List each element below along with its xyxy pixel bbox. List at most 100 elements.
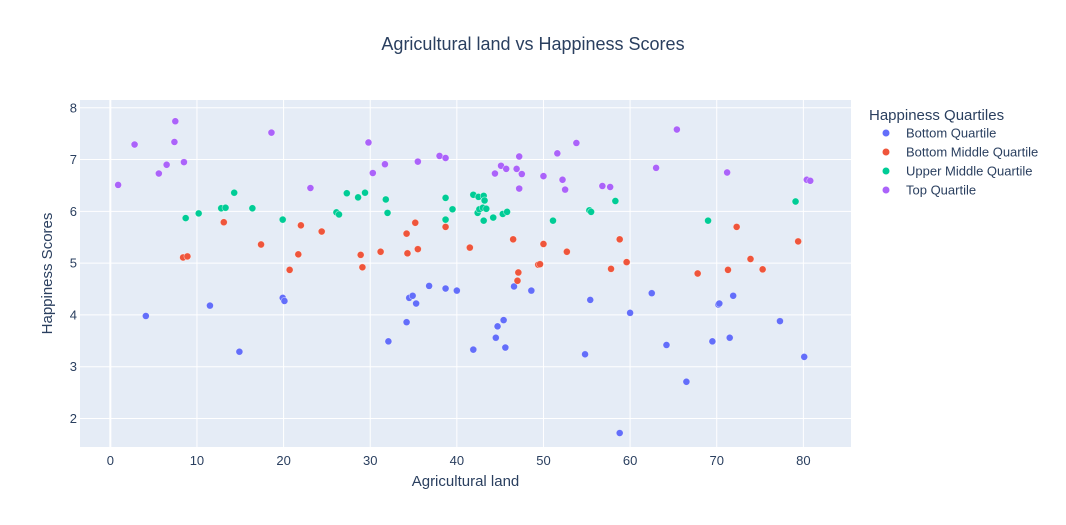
data-point: [317, 227, 326, 236]
data-point: [294, 250, 303, 259]
data-point: [514, 268, 523, 277]
data-point: [581, 350, 589, 359]
data-point: [142, 312, 150, 320]
data-point: [492, 333, 500, 342]
data-point: [453, 286, 461, 295]
data-point: [480, 196, 489, 205]
y-tick-label: 4: [70, 307, 77, 322]
data-point: [606, 183, 614, 191]
series-3: [181, 188, 800, 225]
y-tick-label: 2: [70, 411, 77, 426]
data-point: [343, 189, 351, 198]
data-point: [586, 296, 595, 304]
data-point: [723, 168, 731, 177]
data-point: [441, 223, 450, 231]
data-point: [206, 301, 214, 310]
chart-title: Agricultural land vs Happiness Scores: [381, 34, 684, 54]
series-4: [114, 117, 815, 194]
data-point: [513, 276, 522, 285]
data-point: [558, 175, 567, 184]
data-point: [220, 218, 228, 227]
y-axis-title: Happiness Scores: [39, 213, 56, 335]
data-point: [356, 251, 365, 259]
data-point: [615, 429, 624, 437]
data-point: [306, 184, 315, 192]
data-point: [382, 195, 390, 204]
data-point: [479, 216, 488, 225]
data-point: [180, 158, 188, 166]
data-point: [381, 160, 389, 169]
data-point: [466, 243, 474, 252]
data-point: [235, 347, 244, 356]
data-point: [622, 258, 631, 266]
legend-marker: [882, 148, 890, 156]
data-point: [715, 299, 724, 308]
x-tick-label: 70: [709, 453, 723, 468]
data-point: [510, 282, 518, 291]
data-point: [267, 128, 276, 137]
data-point: [607, 265, 615, 273]
y-tick-label: 7: [70, 152, 77, 167]
data-point: [402, 229, 411, 238]
data-point: [746, 255, 755, 263]
data-point: [725, 333, 734, 342]
x-axis-title: Agricultural land: [412, 473, 520, 490]
data-point: [402, 318, 411, 326]
data-point: [469, 345, 478, 354]
data-point: [181, 214, 190, 222]
data-point: [527, 286, 536, 295]
data-point: [673, 125, 681, 134]
legend-label: Bottom Middle Quartile: [906, 145, 1038, 160]
data-point: [791, 197, 800, 206]
data-point: [230, 188, 238, 197]
legend-title: Happiness Quartiles: [869, 107, 1004, 124]
data-point: [647, 289, 656, 297]
data-point: [662, 341, 671, 349]
series-2: [179, 218, 802, 285]
legend-item[interactable]: Bottom Middle Quartile: [882, 145, 1039, 160]
data-point: [503, 208, 511, 216]
grid-lines: [80, 100, 851, 447]
legend-item[interactable]: Top Quartile: [882, 183, 977, 198]
data-point: [414, 157, 422, 166]
y-tick-label: 3: [70, 359, 77, 374]
legend-label: Upper Middle Quartile: [906, 164, 1032, 179]
data-point: [194, 209, 203, 218]
data-point: [489, 213, 498, 222]
data-point: [598, 182, 607, 190]
data-point: [482, 204, 491, 213]
x-tick-label: 50: [536, 453, 550, 468]
legend-item[interactable]: Bottom Quartile: [882, 126, 997, 141]
data-point: [297, 221, 305, 230]
data-point: [509, 235, 517, 244]
data-point: [611, 197, 620, 205]
data-point: [732, 223, 741, 231]
data-points: [114, 117, 815, 437]
data-point: [183, 252, 192, 261]
data-point: [412, 299, 420, 308]
data-point: [758, 265, 767, 274]
data-point: [441, 194, 450, 202]
data-point: [539, 172, 548, 180]
x-tick-label: 20: [276, 453, 290, 468]
data-point: [539, 240, 548, 248]
tick-labels: 0 10 20 30 40 50 60 70 80 2 3 4 5 6 7 8: [70, 100, 811, 468]
data-point: [425, 282, 433, 290]
data-point: [257, 240, 265, 249]
y-tick-label: 5: [70, 256, 77, 271]
x-tick-label: 0: [107, 453, 114, 468]
data-point: [563, 247, 571, 256]
data-point: [278, 215, 287, 224]
data-point: [248, 204, 257, 213]
legend-marker: [882, 167, 890, 175]
data-point: [170, 138, 179, 146]
data-point: [411, 218, 420, 227]
y-tick-label: 8: [70, 100, 77, 115]
data-point: [512, 165, 521, 173]
legend-item[interactable]: Upper Middle Quartile: [882, 164, 1033, 179]
legend-label: Bottom Quartile: [906, 126, 996, 141]
data-point: [280, 297, 289, 305]
data-point: [491, 169, 499, 178]
x-tick-label: 30: [363, 453, 377, 468]
